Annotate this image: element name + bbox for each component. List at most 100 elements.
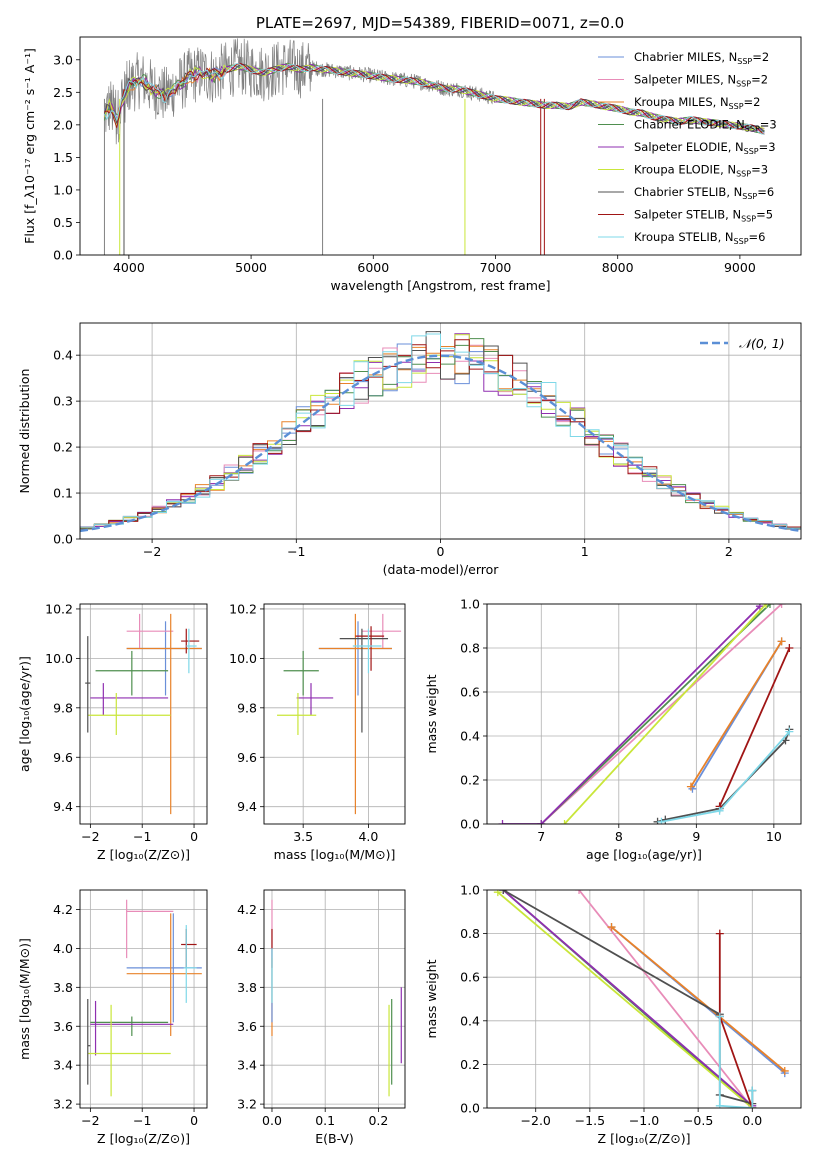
errorbar-salp_elodie bbox=[296, 683, 334, 716]
y-tick-label: 9.6 bbox=[53, 750, 73, 765]
weight-line bbox=[540, 604, 783, 824]
x-tick-label: 9000 bbox=[724, 260, 756, 275]
x-tick-label: 0.1 bbox=[315, 1113, 335, 1128]
weight-series-krou_miles bbox=[607, 923, 789, 1075]
weight-marker bbox=[748, 1086, 757, 1095]
errorbar-krou_miles bbox=[126, 913, 202, 1036]
errorbar-salp_stelib bbox=[355, 626, 385, 671]
errorbar-krou_stelib bbox=[352, 628, 382, 674]
weight-marker bbox=[498, 820, 507, 824]
weight-marker bbox=[755, 604, 764, 611]
x-tick-label: 7 bbox=[537, 829, 545, 844]
y-tick-label: 3.4 bbox=[53, 1058, 73, 1073]
x-tick-label: 2 bbox=[725, 544, 733, 559]
y-tick-label: 9.8 bbox=[53, 700, 73, 715]
y-tick-label: 0.8 bbox=[460, 641, 480, 656]
x-axis-label: wavelength [Angstrom, rest frame] bbox=[330, 278, 550, 293]
plot-area-mass_vs_ebv bbox=[271, 899, 402, 1097]
y-tick-label: 3.8 bbox=[237, 980, 257, 995]
x-axis-label: Z [log₁₀(Z/Z⊙)] bbox=[598, 1131, 691, 1146]
weight-marker bbox=[715, 1012, 724, 1021]
y-axis-label: Flux [f_λ10⁻¹⁷ erg cm⁻² s⁻¹ A⁻¹] bbox=[22, 48, 37, 244]
errorbar-chab_elodie bbox=[95, 650, 169, 696]
errorbar-krou_elodie bbox=[277, 692, 317, 736]
axes-age_vs_mass: 3.5 4.0 9.4 9.6 9.8 10.0 10.2 mass [log₁₀(M/M⊙)… bbox=[229, 601, 406, 862]
x-tick-label: 0 bbox=[437, 544, 445, 559]
x-tick-label: 6000 bbox=[357, 260, 389, 275]
y-tick-label: 3.4 bbox=[237, 1058, 257, 1073]
y-tick-label: 3.0 bbox=[53, 52, 73, 67]
axes-weight_vs_Z: −2.0 −1.5 −1.0 −0.5 0.0 0.0 0.2 0.4 0.6 0.8 1.0 Z [… bbox=[424, 883, 802, 1146]
x-axis-label: age [log₁₀(age/yr)] bbox=[586, 847, 702, 862]
weight-marker bbox=[715, 929, 724, 938]
axes-weight_vs_age: 7 8 9 10 0.0 0.2 0.4 0.6 0.8 1.0 age [log₁₀(age/yr… bbox=[424, 597, 802, 862]
x-tick-label: −1.0 bbox=[629, 1113, 659, 1128]
weight-marker bbox=[777, 604, 786, 608]
weight-marker bbox=[777, 637, 786, 646]
y-axis-label: Normed distribution bbox=[17, 369, 32, 494]
x-tick-label: −1 bbox=[287, 544, 305, 559]
errorbar-salp_elodie bbox=[90, 683, 169, 716]
y-tick-label: 0.2 bbox=[460, 1057, 480, 1072]
errorbar-krou_elodie bbox=[87, 1004, 171, 1097]
y-tick-label: 4.2 bbox=[53, 902, 73, 917]
axes-frame bbox=[486, 603, 802, 825]
weight-marker bbox=[575, 890, 584, 894]
errorbar-chab_elodie bbox=[283, 650, 319, 696]
axes-spectrum: 4000 5000 6000 7000 8000 9000 0.0 0.5 1.0 1.5 2.0 2… bbox=[22, 36, 802, 293]
plot-area-weight_vs_age bbox=[498, 604, 794, 824]
weight-line bbox=[497, 891, 753, 1108]
errorbar-salp_miles bbox=[361, 613, 402, 649]
weight-series-chab_miles bbox=[688, 637, 786, 793]
y-tick-label: 0.0 bbox=[460, 817, 480, 832]
weight-series-salp_elodie bbox=[498, 604, 764, 824]
axes-frame bbox=[79, 322, 802, 540]
weight-marker bbox=[657, 817, 666, 824]
y-tick-label: 3.2 bbox=[237, 1097, 257, 1112]
legend-label-krou_miles: Kroupa MILES, NSSP=2 bbox=[634, 95, 760, 111]
y-tick-label: 1.5 bbox=[53, 150, 73, 165]
weight-line bbox=[610, 926, 786, 1072]
axes-frame bbox=[263, 603, 406, 825]
y-tick-label: 0.0 bbox=[53, 248, 73, 263]
x-tick-label: 9 bbox=[692, 829, 700, 844]
weight-marker bbox=[762, 604, 771, 608]
y-axis-label: age [log₁₀(age/yr)] bbox=[17, 656, 32, 772]
errorbar-salp_elodie bbox=[90, 1000, 174, 1056]
plot-area-age_vs_Z bbox=[85, 613, 202, 815]
weight-series-salp_stelib bbox=[715, 644, 794, 811]
weight-line bbox=[502, 890, 753, 1107]
weight-marker bbox=[560, 820, 569, 824]
weight-line bbox=[657, 729, 791, 823]
model-salp_stelib bbox=[104, 62, 765, 135]
x-tick-label: 0 bbox=[190, 829, 198, 844]
y-tick-label: 10.0 bbox=[45, 651, 73, 666]
weight-line bbox=[578, 890, 754, 1108]
weight-marker bbox=[765, 604, 774, 608]
weight-line bbox=[563, 604, 767, 824]
y-tick-label: 0.4 bbox=[460, 729, 480, 744]
y-tick-label: 0.5 bbox=[53, 215, 73, 230]
y-tick-label: 0.2 bbox=[53, 440, 73, 455]
y-tick-label: 9.4 bbox=[237, 799, 257, 814]
weight-series-krou_stelib bbox=[715, 1012, 757, 1108]
weight-marker bbox=[537, 820, 546, 824]
errorbar-krou_miles bbox=[318, 613, 392, 815]
axes-mass_vs_ebv: 0.0 0.1 0.2 3.2 3.4 3.6 3.8 4.0 4.2 E(B-V) bbox=[237, 889, 406, 1146]
x-axis-label: mass [log₁₀(M/M⊙)] bbox=[274, 847, 396, 862]
x-tick-label: 10 bbox=[766, 829, 782, 844]
weight-marker bbox=[499, 890, 508, 894]
x-tick-label: 4000 bbox=[113, 260, 145, 275]
weight-marker bbox=[493, 890, 502, 897]
x-tick-label: 1 bbox=[581, 544, 589, 559]
errorbar-krou_stelib bbox=[183, 925, 197, 1003]
residual-legend: 𝒩(0, 1) bbox=[700, 336, 785, 351]
x-tick-label: −2 bbox=[81, 1113, 99, 1128]
errorbar-chab_elodie bbox=[90, 1016, 169, 1036]
x-tick-label: 8 bbox=[615, 829, 623, 844]
errorbar-krou_stelib bbox=[186, 628, 197, 674]
axes-mass_vs_Z: −2 −1 0 3.2 3.4 3.6 3.8 4.0 4.2 Z [log₁₀(Z/Z⊙)] ma… bbox=[17, 889, 208, 1146]
y-tick-label: 0.0 bbox=[460, 1101, 480, 1116]
y-tick-label: 3.2 bbox=[53, 1097, 73, 1112]
